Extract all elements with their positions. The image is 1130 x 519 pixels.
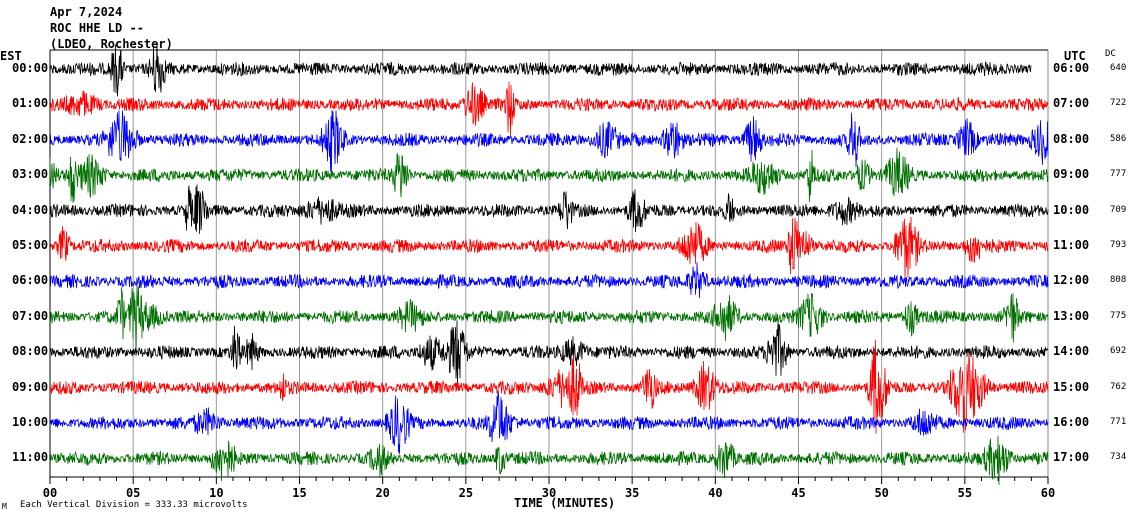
network-title: (LDEO, Rochester) [50, 37, 173, 51]
utc-hour-label: 08:00 [1053, 131, 1090, 146]
trace-0900 [49, 339, 1049, 434]
trace-0100 [49, 81, 1049, 138]
dc-value: 722 [1110, 98, 1127, 109]
utc-hour-label: 12:00 [1053, 273, 1090, 288]
est-hour-label: 10:00 [12, 415, 49, 429]
dc-value: 777 [1110, 169, 1127, 180]
dc-value: 734 [1110, 452, 1127, 463]
utc-hour-label: 14:00 [1053, 344, 1090, 359]
trace-0800 [49, 320, 1048, 387]
dc-value: 793 [1110, 240, 1127, 250]
x-tick-label: 25 [459, 486, 473, 500]
est-hour-label: 08:00 [12, 344, 49, 359]
est-hour-label: 06:00 [12, 273, 49, 288]
dc-value: 808 [1110, 275, 1127, 286]
utc-axis-label: UTC [1064, 49, 1086, 63]
utc-hour-label: 15:00 [1053, 379, 1090, 394]
est-hour-label: 00:00 [12, 61, 49, 75]
x-tick-label: 45 [791, 486, 805, 500]
x-tick-label: 20 [375, 486, 389, 500]
est-hour-label: 03:00 [12, 167, 49, 182]
utc-hour-label: 13:00 [1053, 308, 1090, 323]
x-tick-label: 35 [625, 486, 639, 500]
dc-value: 775 [1110, 310, 1127, 321]
trace-0400 [49, 184, 1049, 234]
trace-0000 [49, 43, 1032, 97]
trace-0300 [49, 147, 1049, 203]
dc-value: 762 [1110, 381, 1127, 392]
date-title: Apr 7,2024 [50, 5, 123, 19]
trace-1000 [49, 390, 1049, 455]
utc-hour-label: 07:00 [1053, 96, 1090, 111]
x-tick-label: 05 [126, 486, 140, 500]
x-tick-label: 60 [1041, 486, 1055, 500]
x-tick-label: 55 [958, 486, 972, 500]
utc-hour-label: 09:00 [1053, 167, 1090, 182]
utc-hour-label: 17:00 [1053, 450, 1090, 465]
dc-value: 692 [1110, 346, 1127, 357]
x-tick-label: 00 [43, 486, 57, 500]
trace-0700 [49, 281, 1049, 357]
x-axis-label: TIME (MINUTES) [514, 496, 616, 510]
scale-note: Each Vertical Division = 333.33 microvol… [20, 500, 248, 510]
est-hour-label: 07:00 [12, 308, 49, 323]
est-hour-label: 01:00 [12, 96, 49, 111]
dc-value: 586 [1110, 133, 1127, 144]
est-hour-label: 02:00 [12, 131, 49, 146]
dc-value: 771 [1110, 417, 1127, 427]
trace-1100 [49, 435, 1049, 485]
est-hour-label: 09:00 [12, 379, 49, 394]
dc-value: 640 [1110, 63, 1127, 73]
station-title: ROC HHE LD -- [50, 21, 144, 35]
x-tick-label: 50 [874, 486, 888, 500]
x-tick-label: 40 [708, 486, 722, 500]
est-hour-label: 11:00 [12, 450, 49, 465]
x-tick-label: 15 [292, 486, 306, 500]
est-hour-label: 04:00 [12, 202, 49, 217]
utc-hour-label: 10:00 [1053, 202, 1090, 217]
utc-hour-label: 11:00 [1053, 238, 1090, 252]
corner-mark: M [2, 502, 7, 511]
utc-hour-label: 06:00 [1053, 61, 1090, 75]
trace-0500 [49, 216, 1049, 280]
trace-0200 [49, 109, 1049, 174]
utc-hour-label: 16:00 [1053, 415, 1090, 429]
est-hour-label: 05:00 [12, 238, 49, 252]
x-tick-label: 10 [209, 486, 223, 500]
x-tick-label: 30 [542, 486, 556, 500]
dc-label: DC [1105, 49, 1116, 59]
dc-value: 709 [1110, 204, 1127, 215]
est-axis-label: EST [0, 49, 22, 63]
trace-0600 [49, 262, 1049, 299]
